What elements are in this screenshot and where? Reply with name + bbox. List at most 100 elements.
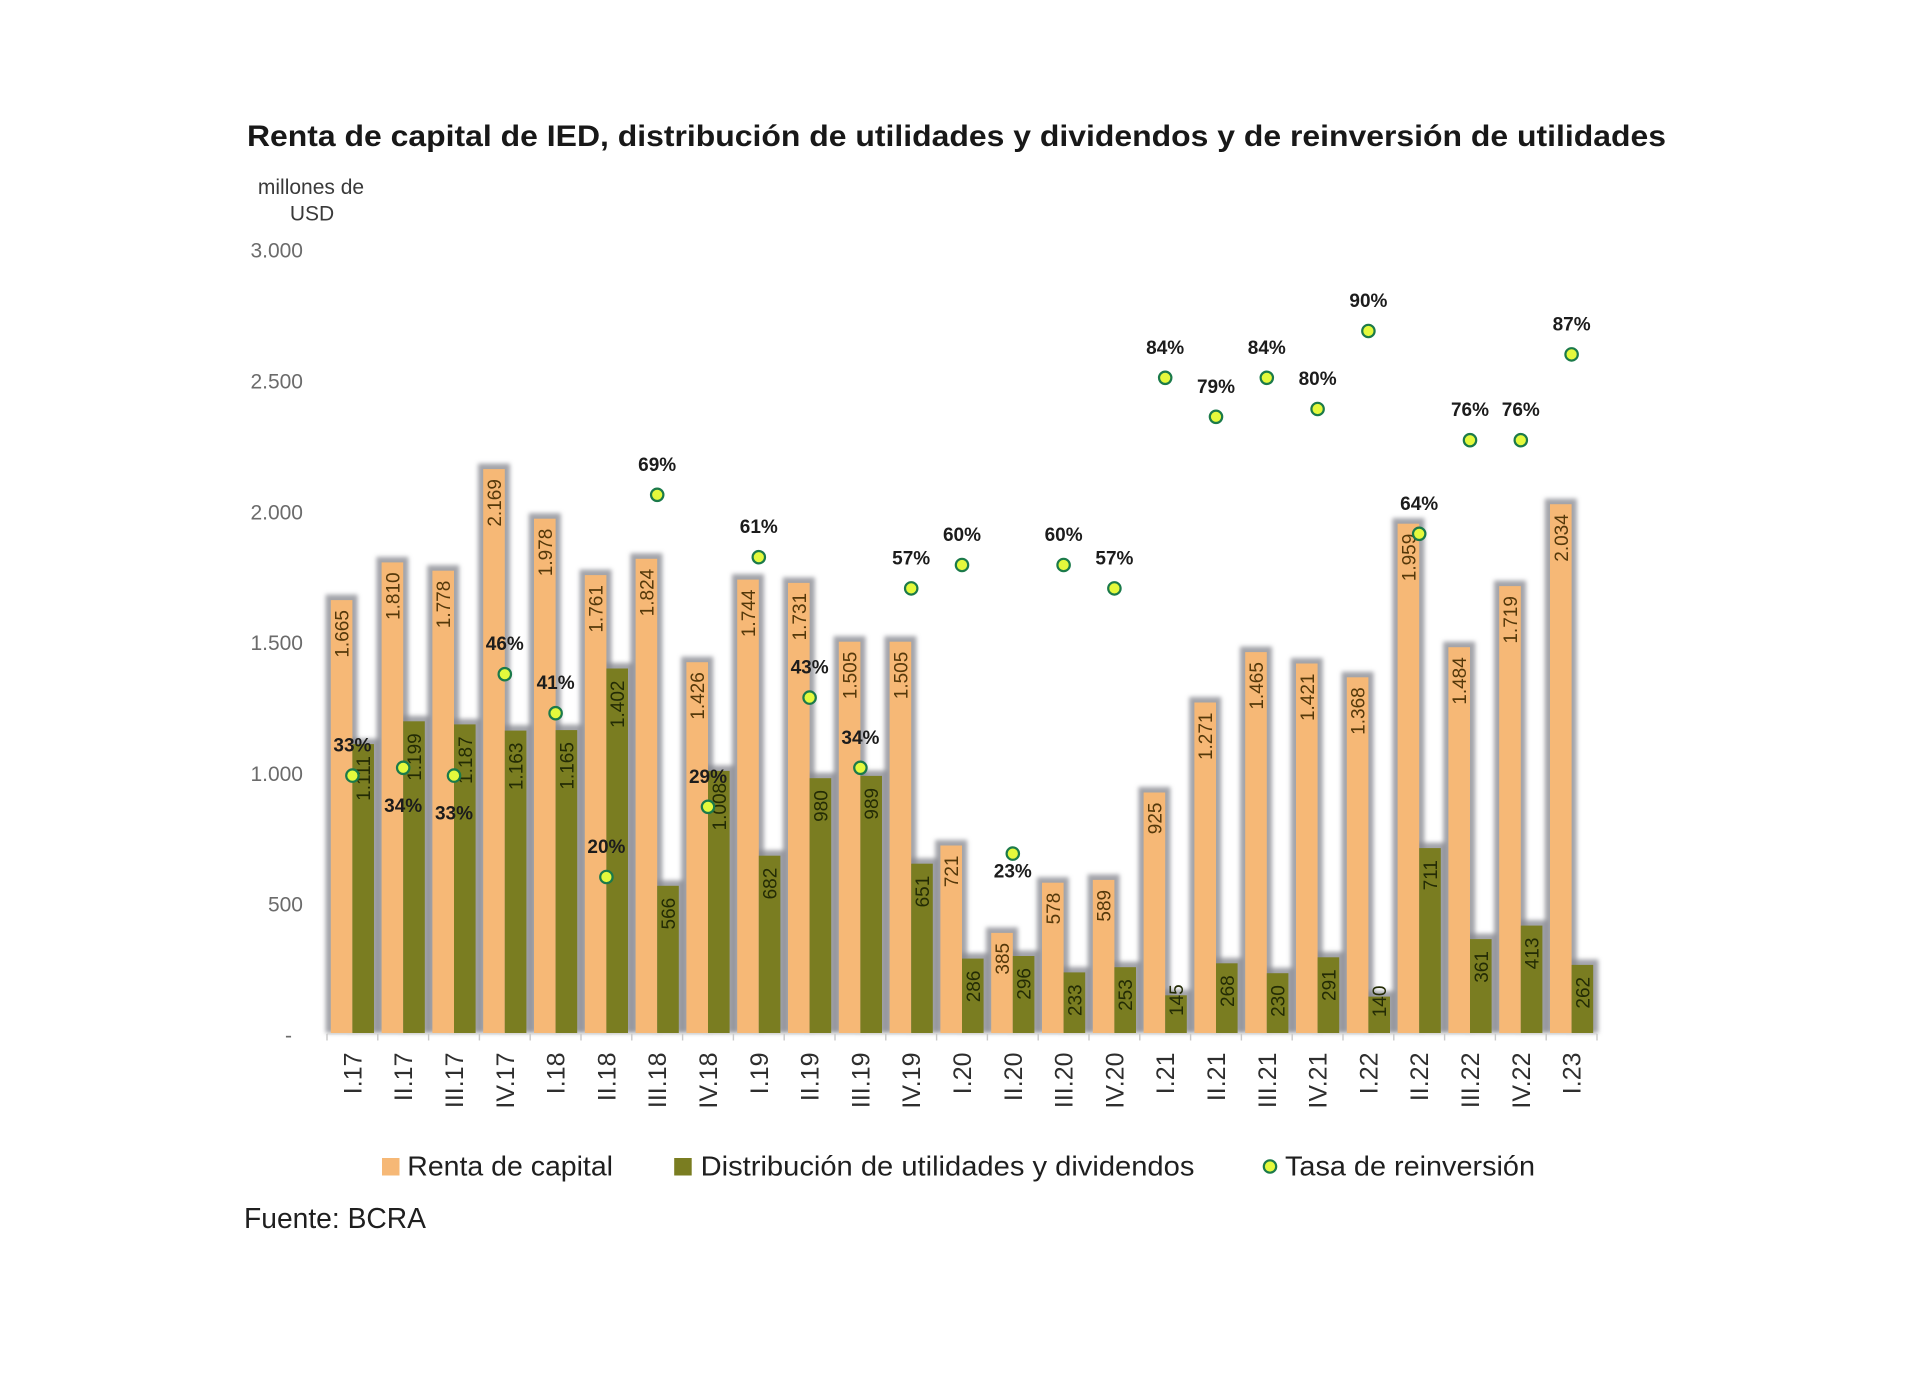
svg-text:34%: 34% [384,796,422,817]
svg-text:1.810: 1.810 [383,572,404,620]
svg-text:I.17: I.17 [339,1053,367,1095]
svg-text:651: 651 [913,876,934,908]
svg-text:41%: 41% [537,673,575,694]
svg-text:I.23: I.23 [1559,1053,1587,1095]
svg-text:140: 140 [1370,986,1391,1018]
svg-text:1.665: 1.665 [333,610,354,658]
svg-text:II.18: II.18 [593,1053,621,1102]
svg-text:80%: 80% [1299,369,1337,390]
svg-text:I.18: I.18 [543,1053,571,1095]
svg-text:500: 500 [268,894,303,917]
svg-text:87%: 87% [1553,314,1591,335]
svg-text:1.824: 1.824 [637,568,658,616]
svg-text:IV.19: IV.19 [898,1053,926,1109]
svg-text:566: 566 [659,898,680,930]
svg-text:1.959: 1.959 [1399,534,1420,582]
svg-text:361: 361 [1472,951,1493,983]
svg-text:2.169: 2.169 [485,479,506,527]
svg-text:262: 262 [1573,977,1594,1009]
svg-text:I.19: I.19 [746,1053,774,1095]
svg-text:23%: 23% [994,862,1032,883]
svg-text:1.731: 1.731 [790,593,811,641]
svg-text:2.000: 2.000 [250,501,303,524]
svg-text:III.20: III.20 [1051,1053,1079,1109]
svg-text:578: 578 [1044,893,1065,925]
svg-text:1.505: 1.505 [891,652,912,700]
svg-text:253: 253 [1116,979,1137,1011]
svg-text:1.426: 1.426 [688,672,709,720]
svg-text:20%: 20% [587,837,625,858]
svg-text:34%: 34% [841,728,879,749]
svg-text:1.465: 1.465 [1247,662,1268,710]
svg-text:I.21: I.21 [1152,1053,1180,1095]
svg-text:84%: 84% [1248,338,1286,359]
svg-text:60%: 60% [1045,525,1083,546]
svg-text:296: 296 [1015,968,1036,1000]
svg-text:589: 589 [1095,890,1116,922]
svg-text:1.978: 1.978 [536,529,557,577]
svg-text:2.500: 2.500 [250,371,303,394]
svg-text:1.000: 1.000 [250,763,303,786]
svg-text:1.008: 1.008 [710,783,731,831]
svg-text:I.20: I.20 [949,1053,977,1095]
svg-text:90%: 90% [1349,291,1387,312]
svg-text:286: 286 [964,971,985,1003]
svg-text:230: 230 [1269,985,1290,1017]
svg-text:79%: 79% [1197,377,1235,398]
svg-text:57%: 57% [1095,548,1133,569]
svg-text:29%: 29% [689,767,727,788]
svg-text:1.199: 1.199 [405,733,426,781]
svg-text:1.111: 1.111 [354,756,375,801]
svg-text:721: 721 [942,856,963,888]
svg-text:1.500: 1.500 [250,632,303,655]
svg-text:Fuente: BCRA: Fuente: BCRA [244,1203,427,1235]
svg-text:1.163: 1.163 [507,743,528,791]
svg-text:233: 233 [1065,984,1086,1016]
svg-text:Distribución de utilidades y d: Distribución de utilidades y dividendos [701,1151,1195,1182]
svg-text:1.165: 1.165 [557,742,578,790]
svg-text:57%: 57% [892,548,930,569]
svg-text:1.368: 1.368 [1349,687,1370,735]
svg-text:84%: 84% [1146,338,1184,359]
svg-text:III.21: III.21 [1254,1053,1282,1109]
svg-text:IV.20: IV.20 [1101,1053,1129,1109]
svg-text:II.21: II.21 [1203,1053,1231,1102]
svg-text:989: 989 [862,788,883,820]
svg-text:64%: 64% [1400,494,1438,515]
svg-text:III.18: III.18 [644,1053,672,1109]
svg-text:145: 145 [1167,984,1188,1016]
svg-text:Renta de capital: Renta de capital [407,1151,613,1182]
svg-text:2.034: 2.034 [1552,514,1573,562]
svg-text:33%: 33% [333,736,371,757]
svg-text:IV.21: IV.21 [1305,1053,1333,1109]
svg-text:1.778: 1.778 [434,581,455,629]
svg-text:millones de: millones de [258,176,364,199]
svg-text:II.20: II.20 [1000,1053,1028,1102]
svg-text:1.484: 1.484 [1450,657,1471,705]
svg-text:33%: 33% [435,804,473,825]
svg-text:1.271: 1.271 [1196,713,1217,761]
svg-text:1.421: 1.421 [1298,674,1319,722]
svg-text:682: 682 [761,868,782,900]
svg-text:II.22: II.22 [1406,1053,1434,1102]
svg-text:61%: 61% [740,517,778,538]
svg-text:IV.17: IV.17 [492,1053,520,1109]
svg-text:43%: 43% [791,658,829,679]
svg-text:46%: 46% [486,634,524,655]
svg-text:IV.22: IV.22 [1508,1053,1536,1109]
svg-text:IV.18: IV.18 [695,1053,723,1109]
svg-text:Renta de capital de IED, distr: Renta de capital de IED, distribución de… [247,120,1666,153]
svg-text:413: 413 [1523,938,1544,970]
svg-text:69%: 69% [638,455,676,476]
svg-text:II.19: II.19 [797,1053,825,1102]
svg-text:3.000: 3.000 [250,240,303,263]
svg-text:291: 291 [1319,969,1340,1001]
svg-text:III.17: III.17 [441,1053,469,1109]
svg-text:1.761: 1.761 [587,585,608,633]
svg-text:1.719: 1.719 [1501,596,1522,644]
svg-text:76%: 76% [1451,400,1489,421]
svg-text:USD: USD [290,203,334,226]
svg-text:II.17: II.17 [390,1053,418,1102]
svg-text:III.22: III.22 [1457,1053,1485,1109]
svg-text:I.22: I.22 [1355,1053,1383,1095]
